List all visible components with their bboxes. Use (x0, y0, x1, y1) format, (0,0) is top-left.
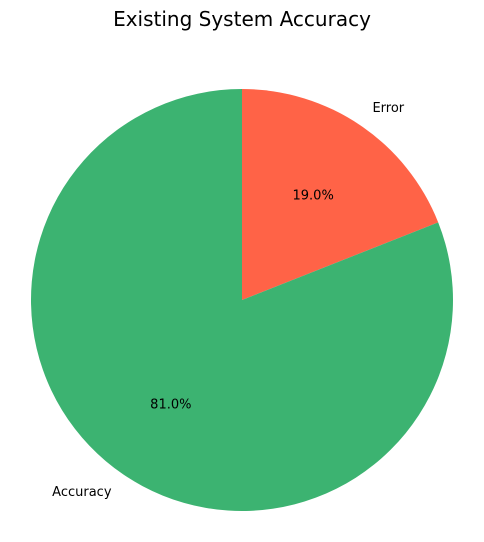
slice-percent-accuracy: 81.0% (150, 398, 191, 413)
slice-label-accuracy: Accuracy (52, 485, 112, 500)
chart-title: Existing System Accuracy (113, 7, 371, 31)
pie-slice-error (242, 89, 439, 300)
pie-slices (31, 89, 454, 511)
slice-percent-error: 19.0% (293, 188, 334, 203)
slice-label-error: Error (372, 101, 404, 116)
pie-slice-accuracy (31, 89, 454, 511)
pie-labels: Error 19.0% Accuracy 81.0% (52, 101, 405, 500)
